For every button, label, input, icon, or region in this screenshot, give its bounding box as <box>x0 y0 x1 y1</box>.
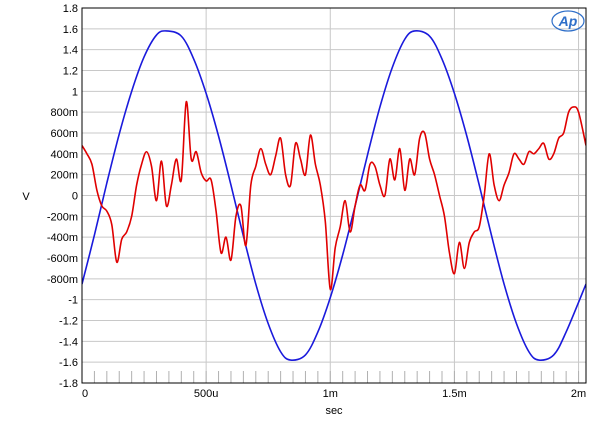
logo-text: Ap <box>558 13 578 29</box>
y-tick-label: -1.8 <box>59 378 78 390</box>
x-tick-label: 1.5m <box>442 388 466 400</box>
y-tick-label: 1.4 <box>63 45 78 57</box>
y-tick-label: 600m <box>50 128 78 140</box>
y-tick-label: -200m <box>47 211 78 223</box>
y-tick-label: -1.4 <box>59 336 78 348</box>
y-axis-label: V <box>22 191 30 203</box>
series-layer <box>82 30 586 361</box>
x-tick-label: 0 <box>82 388 88 400</box>
y-tick-label: 1.2 <box>63 66 78 78</box>
series-line-blue <box>82 30 586 361</box>
minor-ticks <box>81 371 580 383</box>
y-tick-label: -600m <box>47 253 78 265</box>
y-tick-labels: 1.8 1.6 1.4 1.2 1 800m 600m 400m 200m 0 -200m -400m… <box>47 3 78 390</box>
ap-logo: Ap <box>551 10 585 32</box>
x-tick-label: 2m <box>571 388 586 400</box>
y-tick-label: -1 <box>68 295 78 307</box>
y-tick-label: 1.8 <box>63 3 78 15</box>
x-tick-labels: 0 500u 1m 1.5m 2m <box>82 388 586 400</box>
logo-ellipse-icon <box>551 10 585 32</box>
y-tick-label: 1.6 <box>63 24 78 36</box>
y-tick-label: 1 <box>72 86 78 98</box>
y-tick-label: -1.6 <box>59 357 78 369</box>
series-line-red <box>82 100 586 291</box>
y-tick-label: -1.2 <box>59 316 78 328</box>
y-tick-label: 800m <box>50 107 78 119</box>
y-tick-label: 0 <box>72 191 78 203</box>
y-tick-label: 400m <box>50 149 78 161</box>
x-axis-label: sec <box>325 405 343 417</box>
x-tick-label: 500u <box>194 388 218 400</box>
x-tick-label: 1m <box>323 388 338 400</box>
y-tick-label: 200m <box>50 170 78 182</box>
y-tick-label: -800m <box>47 274 78 286</box>
y-tick-label: -400m <box>47 232 78 244</box>
plot-frame <box>81 7 587 384</box>
